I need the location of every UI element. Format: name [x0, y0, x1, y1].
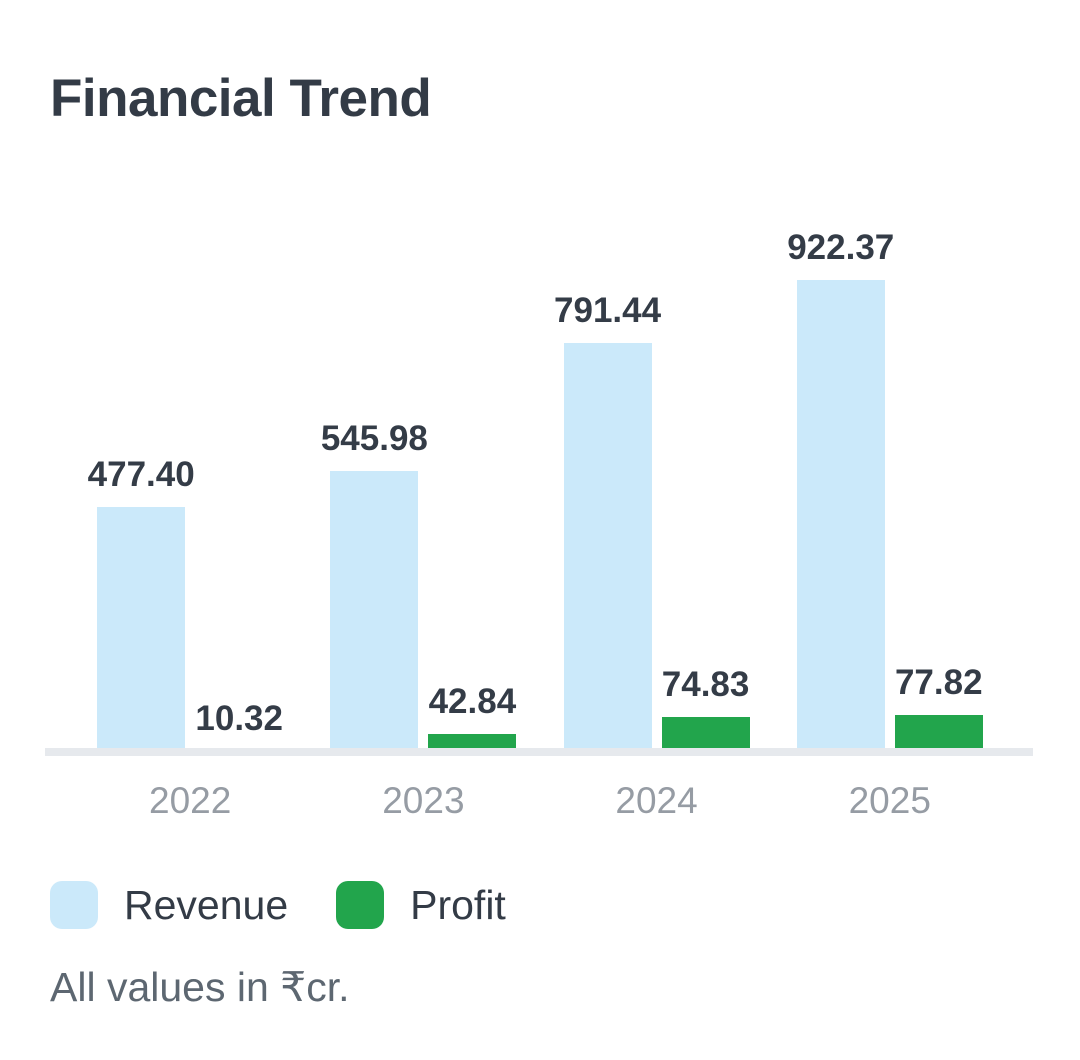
legend-label-profit: Profit: [410, 881, 506, 928]
bar-group-2025: 922.37 77.82 2025: [787, 230, 983, 822]
x-axis-label-2025: 2025: [848, 780, 931, 821]
revenue-bar: [330, 471, 419, 756]
revenue-value-label: 477.40: [87, 455, 195, 494]
revenue-value-label: 922.37: [787, 228, 895, 267]
revenue-bar: [563, 343, 652, 756]
bar-group-2023: 545.98 42.84 2023: [321, 230, 517, 822]
x-axis-label-2022: 2022: [149, 780, 232, 821]
revenue-bar: [796, 280, 885, 756]
revenue-value-label: 545.98: [320, 419, 428, 458]
bar-groups: 477.40 10.32 2022 545.98 42.84 2023 791.44 74.8…: [50, 230, 1030, 822]
profit-bar-column: 42.84: [428, 230, 517, 756]
profit-bar-column: 77.82: [894, 230, 983, 756]
revenue-swatch-icon: [50, 881, 98, 929]
bar-group-2024: 791.44 74.83 2024: [554, 230, 750, 822]
revenue-bar: [97, 507, 186, 756]
x-axis-label-2023: 2023: [382, 780, 465, 821]
revenue-bar-column: 545.98: [321, 230, 428, 756]
profit-bar-column: 74.83: [661, 230, 750, 756]
bar-pair: 545.98 42.84: [321, 230, 517, 756]
bar-pair: 922.37 77.82: [787, 230, 983, 756]
profit-bar-column: 10.32: [195, 230, 284, 756]
bar-group-2022: 477.40 10.32 2022: [88, 230, 284, 822]
profit-swatch-icon: [336, 881, 385, 929]
revenue-bar-column: 922.37: [787, 230, 894, 756]
profit-value-label: 42.84: [428, 682, 517, 721]
legend-label-revenue: Revenue: [124, 881, 289, 928]
profit-value-label: 74.83: [661, 665, 750, 704]
financial-trend-bar-chart: 477.40 10.32 2022 545.98 42.84 2023 791.44 74.8…: [45, 230, 1033, 822]
x-axis-label-2024: 2024: [615, 780, 698, 821]
values-unit-note: All values in ₹cr.: [50, 964, 350, 1010]
profit-value-label: 77.82: [894, 663, 983, 702]
revenue-bar-column: 791.44: [554, 230, 661, 756]
profit-value-label: 10.32: [195, 699, 283, 738]
legend-item-profit: Profit: [336, 881, 506, 929]
legend-item-revenue: Revenue: [50, 881, 288, 929]
page-title: Financial Trend: [50, 69, 432, 128]
legend: Revenue Profit: [50, 881, 506, 929]
revenue-bar-column: 477.40: [88, 230, 195, 756]
bar-pair: 791.44 74.83: [554, 230, 750, 756]
bar-pair: 477.40 10.32: [88, 230, 284, 756]
x-axis-baseline: [45, 748, 1033, 756]
revenue-value-label: 791.44: [554, 291, 662, 330]
